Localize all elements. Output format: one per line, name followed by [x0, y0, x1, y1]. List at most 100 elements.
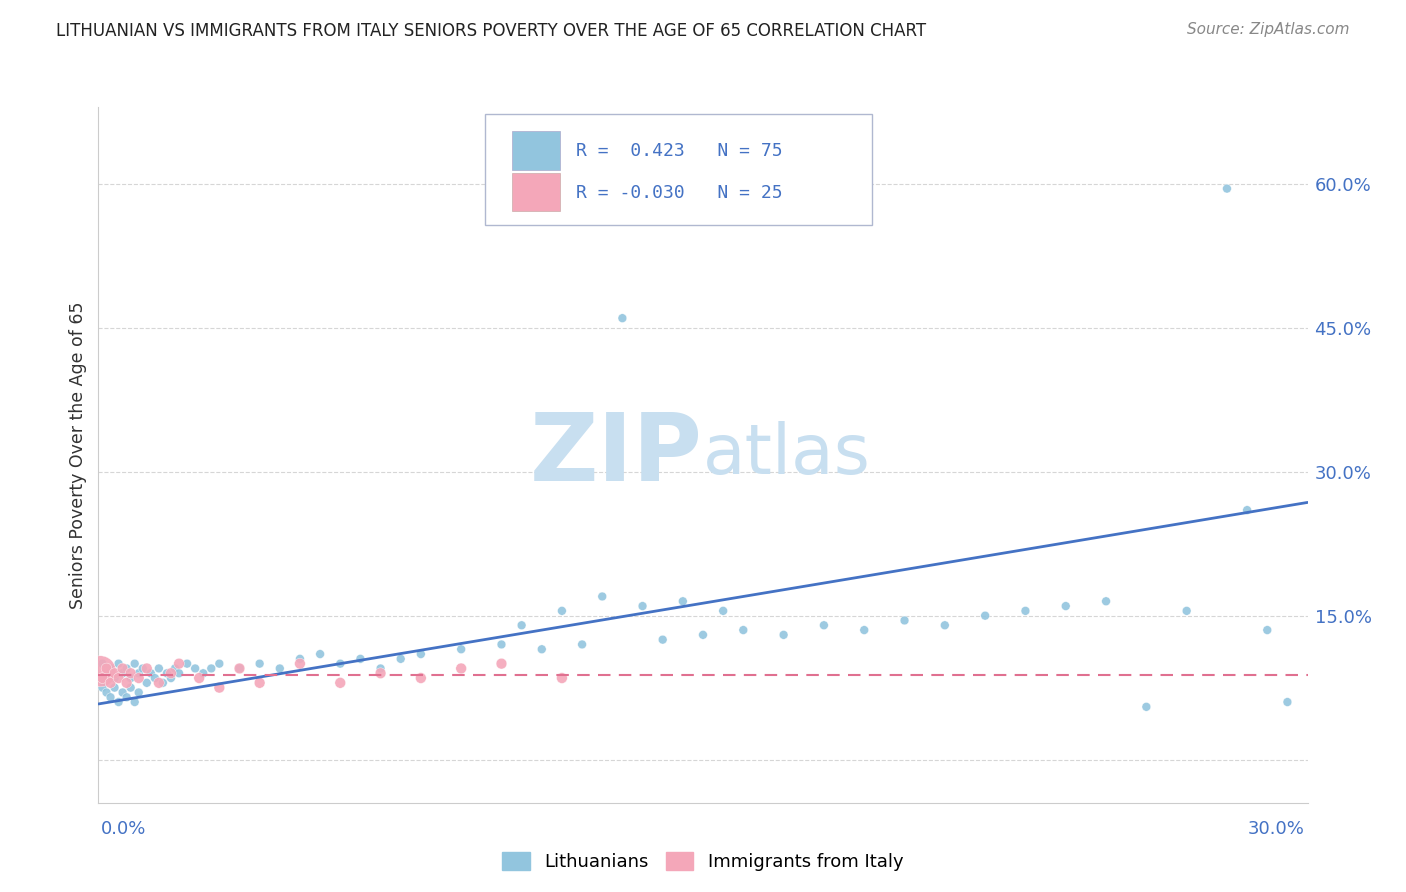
Point — [249, 657, 271, 671]
Text: LITHUANIAN VS IMMIGRANTS FROM ITALY SENIORS POVERTY OVER THE AGE OF 65 CORRELATI: LITHUANIAN VS IMMIGRANTS FROM ITALY SENI… — [56, 22, 927, 40]
Point — [672, 594, 695, 608]
Point — [115, 690, 138, 705]
Y-axis label: Seniors Poverty Over the Age of 65: Seniors Poverty Over the Age of 65 — [69, 301, 87, 608]
Point — [160, 671, 183, 685]
Point — [409, 647, 432, 661]
Point — [692, 628, 714, 642]
Point — [651, 632, 673, 647]
Text: 0.0%: 0.0% — [101, 820, 146, 838]
Point — [370, 661, 392, 675]
Point — [89, 665, 111, 679]
Point — [349, 652, 371, 666]
Point — [1175, 604, 1198, 618]
Point — [1277, 695, 1299, 709]
Point — [96, 661, 118, 675]
Point — [152, 676, 174, 690]
Point — [120, 681, 142, 695]
Point — [100, 676, 122, 690]
Bar — [512, 173, 561, 211]
Point — [1054, 599, 1077, 613]
Point — [571, 637, 593, 651]
Point — [1236, 503, 1258, 517]
Point — [491, 657, 513, 671]
Point — [128, 666, 150, 681]
Point — [974, 608, 997, 623]
Point — [184, 661, 207, 675]
Point — [389, 652, 412, 666]
Point — [288, 657, 311, 671]
Text: atlas: atlas — [703, 421, 870, 489]
Point — [228, 661, 250, 675]
Point — [96, 685, 118, 699]
Point — [120, 666, 142, 681]
Point — [167, 666, 190, 681]
Point — [91, 671, 114, 685]
Point — [934, 618, 956, 632]
Point — [103, 666, 125, 681]
Point — [813, 618, 835, 632]
Point — [591, 590, 613, 604]
Point — [96, 666, 118, 681]
Point — [132, 661, 155, 675]
Point — [111, 666, 134, 681]
Point — [551, 604, 574, 618]
Text: R =  0.423   N = 75: R = 0.423 N = 75 — [576, 142, 783, 160]
Point — [156, 666, 179, 681]
Point — [115, 676, 138, 690]
Point — [329, 657, 352, 671]
Point — [148, 676, 170, 690]
Point — [510, 618, 533, 632]
Point — [135, 676, 157, 690]
Point — [124, 695, 146, 709]
Point — [409, 671, 432, 685]
Point — [208, 657, 231, 671]
Point — [208, 681, 231, 695]
Point — [139, 666, 162, 681]
Point — [111, 661, 134, 675]
Point — [228, 661, 250, 675]
Point — [91, 681, 114, 695]
Point — [530, 642, 553, 657]
Point — [111, 685, 134, 699]
Point — [107, 657, 129, 671]
Point — [176, 657, 198, 671]
Point — [309, 647, 332, 661]
Point — [1135, 699, 1157, 714]
Text: 30.0%: 30.0% — [1249, 820, 1305, 838]
Point — [148, 661, 170, 675]
Point — [631, 599, 654, 613]
Point — [160, 666, 183, 681]
Point — [128, 671, 150, 685]
Point — [163, 661, 186, 675]
Point — [188, 671, 211, 685]
Text: Source: ZipAtlas.com: Source: ZipAtlas.com — [1187, 22, 1350, 37]
Point — [107, 671, 129, 685]
Point — [124, 657, 146, 671]
Point — [120, 671, 142, 685]
Point — [370, 666, 392, 681]
Point — [103, 681, 125, 695]
Point — [128, 685, 150, 699]
Point — [200, 661, 222, 675]
Point — [1256, 623, 1278, 637]
Point — [491, 637, 513, 651]
Text: ZIP: ZIP — [530, 409, 703, 501]
Point — [450, 661, 472, 675]
Text: R = -0.030   N = 25: R = -0.030 N = 25 — [576, 184, 783, 202]
Point — [288, 652, 311, 666]
Point — [551, 671, 574, 685]
Legend: Lithuanians, Immigrants from Italy: Lithuanians, Immigrants from Italy — [495, 845, 911, 879]
Point — [135, 661, 157, 675]
Point — [107, 695, 129, 709]
Point — [893, 614, 915, 628]
Point — [91, 671, 114, 685]
Point — [450, 642, 472, 657]
Point — [100, 661, 122, 675]
Point — [733, 623, 755, 637]
Point — [612, 311, 634, 326]
Point — [193, 666, 215, 681]
Point — [91, 657, 114, 671]
Bar — [512, 131, 561, 169]
Point — [115, 661, 138, 675]
Point — [143, 671, 166, 685]
